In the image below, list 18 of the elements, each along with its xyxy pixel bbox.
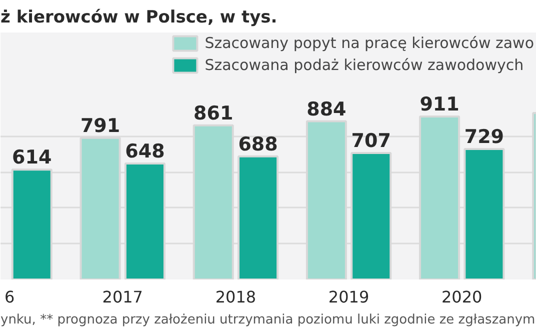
data-label: 861 xyxy=(194,102,234,124)
data-label: 791 xyxy=(80,114,120,137)
data-label: 911 xyxy=(420,93,460,116)
chart-title: ż kierowców w Polsce, w tys. xyxy=(0,8,278,28)
data-label: 648 xyxy=(125,140,165,163)
x-tick-label: 6 xyxy=(4,288,15,306)
x-tick-label: 2018 xyxy=(215,288,256,306)
data-label: 688 xyxy=(238,133,278,156)
data-label: 884 xyxy=(306,98,346,120)
data-label: 614 xyxy=(12,146,52,169)
data-label: 729 xyxy=(464,126,504,148)
legend-label: Szacowana podaż kierowców zawodowych xyxy=(204,56,524,74)
legend-label: Szacowany popyt na pracę kierowców zawo xyxy=(204,34,534,52)
x-tick-label: 2019 xyxy=(328,288,370,306)
text: ynku, ** prognoza przy założeniu utrzymania poziomu luki zgodnie ze zgłaszanym xyxy=(0,312,536,328)
data-label: 707 xyxy=(351,130,391,152)
x-tick-label: 2020 xyxy=(442,288,482,306)
x-tick-label: 2017 xyxy=(102,288,143,306)
